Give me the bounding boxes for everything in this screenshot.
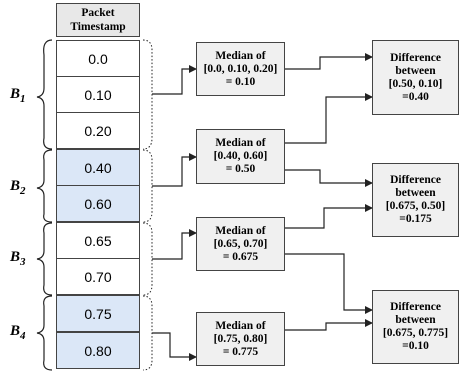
median-title: Median of [215, 49, 266, 62]
median-result: = 0.10 [225, 75, 256, 88]
brace-b4 [36, 295, 53, 371]
dotted-bracket-b1 [142, 39, 153, 150]
difference-title: Difference [390, 51, 441, 64]
arrow-b2-median [152, 153, 197, 187]
difference-title: Difference [390, 301, 441, 313]
median-result: = 0.50 [225, 163, 256, 175]
brace-b1 [36, 39, 53, 150]
difference-values: [0.50, 0.10] [388, 77, 443, 90]
median-box-b1: Median of [0.0, 0.10, 0.20] = 0.10 [196, 42, 285, 96]
timestamp-cell: 0.10 [56, 76, 140, 113]
difference-title: Difference [390, 174, 441, 186]
median-box-b4: Median of [0.75, 0.80] = 0.775 [196, 312, 285, 366]
brace-b3 [36, 222, 53, 296]
arrow-b1-median [152, 65, 197, 95]
difference-result: =0.175 [399, 213, 432, 225]
group-label-b4: B4 [10, 323, 26, 342]
dotted-bracket-b3 [142, 222, 153, 296]
arrow-m2-diff2 [285, 169, 373, 187]
difference-between: between [395, 64, 436, 77]
median-result: = 0.675 [222, 250, 259, 263]
timestamp-cell: 0.60 [56, 185, 140, 222]
dotted-bracket-b4 [142, 295, 153, 371]
difference-box-3: Difference between [0.675, 0.775] =0.10 [372, 290, 459, 364]
group-label-b3: B3 [10, 249, 26, 268]
difference-box-2: Difference between [0.675, 0.50] =0.175 [372, 163, 459, 237]
timestamp-column-header: Packet Timestamp [56, 3, 140, 37]
median-values: [0.40, 0.60] [213, 150, 268, 162]
header-line-2: Timestamp [70, 21, 126, 33]
arrow-m2-diff1 [285, 93, 373, 144]
difference-result: =0.10 [402, 340, 429, 352]
timestamp-cell: 0.40 [56, 149, 140, 186]
arrow-m1-diff1 [285, 53, 373, 70]
group-label-b1: B1 [10, 86, 26, 105]
difference-values: [0.675, 0.775] [382, 327, 449, 339]
median-title: Median of [215, 224, 266, 237]
median-values: [0.65, 0.70] [213, 237, 268, 250]
median-title: Median of [215, 137, 266, 149]
arrow-b3-median [152, 229, 197, 260]
median-box-b3: Median of [0.65, 0.70] = 0.675 [196, 217, 285, 271]
median-box-b2: Median of [0.40, 0.60] = 0.50 [196, 129, 285, 184]
median-values: [0.75, 0.80] [213, 332, 268, 345]
timestamp-cell: 0.20 [56, 112, 140, 149]
arrow-b4-median [152, 332, 197, 361]
arrow-m3-diff3 [285, 253, 373, 314]
median-values: [0.0, 0.10, 0.20] [203, 62, 278, 75]
timestamp-cell: 0.75 [56, 295, 140, 332]
median-title: Median of [215, 319, 266, 332]
timestamp-cell: 0.80 [56, 332, 140, 369]
group-label-b2: B2 [10, 178, 26, 197]
difference-result: =0.40 [402, 90, 429, 103]
timestamp-cell: 0.65 [56, 222, 140, 259]
dotted-bracket-b2 [142, 149, 153, 223]
difference-box-1: Difference between [0.50, 0.10] =0.40 [372, 40, 459, 115]
timestamp-cell: 0.0 [56, 40, 140, 77]
difference-between: between [395, 314, 436, 326]
arrow-m4-diff3 [285, 319, 373, 331]
median-result: = 0.775 [222, 345, 259, 358]
timestamp-cell: 0.70 [56, 258, 140, 295]
difference-between: between [395, 187, 436, 199]
header-line-1: Packet [81, 7, 115, 19]
brace-b2 [36, 149, 53, 223]
arrow-m3-diff2 [285, 204, 373, 229]
difference-values: [0.675, 0.50] [385, 200, 446, 212]
